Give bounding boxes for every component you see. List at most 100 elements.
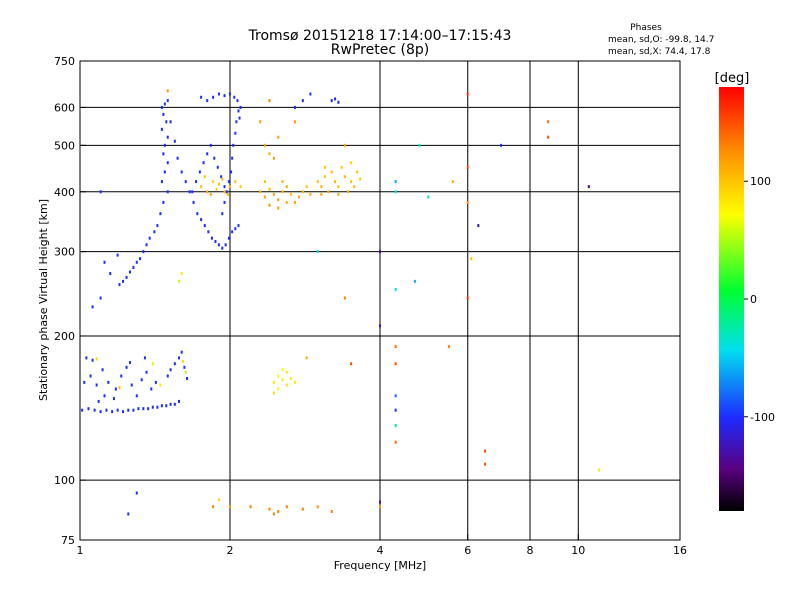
data-point (337, 100, 340, 104)
data-point (122, 279, 125, 283)
stats-line-2: mean, sd,X: 74.4, 17.8 (608, 47, 711, 57)
y-tick-label: 100 (54, 474, 75, 487)
chart-subtitle: RwPretec (8p) (331, 42, 429, 58)
data-point (330, 170, 333, 174)
colorbar-tick-label: 100 (750, 175, 771, 188)
data-point (259, 120, 262, 124)
data-point (285, 200, 288, 204)
data-point (285, 185, 288, 189)
data-point (135, 260, 138, 264)
plot-grid (80, 61, 680, 540)
data-point (169, 402, 172, 406)
y-tick-label: 500 (54, 139, 75, 152)
data-point (109, 272, 112, 276)
data-point (176, 156, 179, 160)
x-axis: 1 2 4 6 8 10 16 (77, 534, 687, 557)
data-point (180, 170, 183, 174)
data-point (99, 296, 102, 300)
data-point (236, 99, 239, 103)
colorbar (719, 87, 744, 511)
data-point (209, 143, 212, 147)
data-point (166, 89, 169, 93)
data-point (297, 195, 300, 199)
data-point (180, 350, 183, 354)
data-point (103, 260, 106, 264)
x-tick-label: 6 (464, 544, 471, 557)
data-point (177, 356, 180, 360)
data-point (81, 408, 84, 412)
data-point (340, 165, 343, 169)
data-point (334, 97, 337, 101)
data-point (320, 185, 323, 189)
data-point (160, 404, 163, 408)
data-point (263, 180, 266, 184)
data-point (466, 200, 469, 204)
data-point (224, 243, 227, 247)
data-point (316, 505, 319, 509)
data-point (160, 105, 163, 109)
data-point (132, 408, 135, 412)
data-point (210, 236, 213, 240)
data-point (466, 296, 469, 300)
data-point (285, 370, 288, 374)
data-point (330, 99, 333, 103)
data-point (206, 190, 209, 194)
y-axis-label: Stationary phase Virtual Height [km] (37, 199, 50, 401)
data-point (111, 410, 114, 414)
data-point (145, 370, 148, 374)
data-point (112, 397, 115, 401)
data-point (597, 468, 600, 472)
data-point (206, 99, 209, 103)
data-point (91, 305, 94, 309)
data-point (223, 190, 226, 194)
data-point (150, 387, 153, 391)
data-point (173, 139, 176, 143)
data-point (356, 170, 359, 174)
data-point (293, 120, 296, 124)
data-point (209, 192, 212, 196)
data-point (281, 180, 284, 184)
data-point (101, 368, 104, 372)
data-point (184, 180, 187, 184)
data-point (277, 198, 280, 202)
data-point (159, 212, 162, 216)
data-point (186, 377, 189, 381)
data-point (293, 200, 296, 204)
data-point (217, 182, 220, 186)
data-point (293, 380, 296, 384)
data-point (234, 227, 237, 231)
data-point (394, 424, 397, 428)
data-point (320, 192, 323, 196)
data-point (118, 386, 121, 390)
data-point (196, 212, 199, 216)
data-point (301, 507, 304, 511)
data-point (263, 143, 266, 147)
x-tick-label: 8 (527, 544, 534, 557)
data-point (359, 177, 362, 181)
data-point (305, 356, 308, 360)
data-point (116, 408, 119, 412)
data-point (166, 161, 169, 165)
x-tick-label: 2 (227, 544, 234, 557)
data-point (394, 440, 397, 444)
data-point (234, 180, 237, 184)
data-point (217, 92, 220, 96)
data-point (268, 99, 271, 103)
data-point (169, 368, 172, 372)
data-point (327, 190, 330, 194)
data-point (135, 394, 138, 398)
data-point (238, 116, 241, 120)
data-point (350, 161, 353, 165)
data-point (293, 105, 296, 109)
data-point (125, 275, 128, 279)
data-point (83, 380, 86, 384)
data-point (93, 408, 96, 412)
data-point (470, 257, 473, 261)
data-point (129, 361, 132, 365)
data-point (343, 175, 346, 179)
x-tick-label: 10 (571, 544, 585, 557)
data-point (234, 131, 237, 135)
data-point (103, 394, 106, 398)
data-point (413, 279, 416, 283)
